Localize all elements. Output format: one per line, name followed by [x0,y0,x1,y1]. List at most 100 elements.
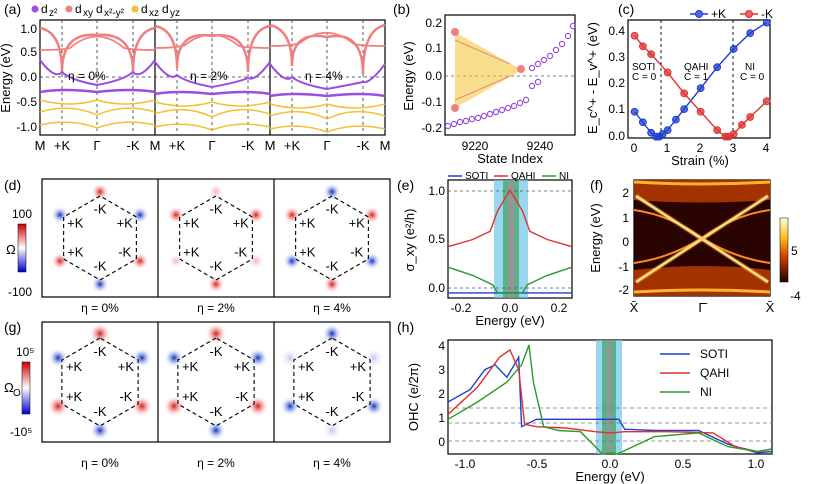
valley-label: +K [298,359,315,374]
valley-label: -K [118,244,131,259]
panel-h-legend: SOTI QAHI NI [660,347,729,399]
panel-g-cblabel: Ω [4,380,14,395]
series-line-NI [447,344,773,455]
panel-e-legend-soti: SOTI [465,171,488,182]
data-point-+K [630,107,639,116]
panel-f-ytick: -2 [618,283,629,297]
data-point--K [630,31,639,40]
valley-spot [130,395,153,418]
valley-spot [247,347,268,368]
panel-b-xtick: 9220 [462,139,489,153]
legend-dyz-sub: yz [170,8,180,19]
valley-label: -K [326,344,339,359]
valley-label: +K [299,244,316,259]
valley-spot [90,420,110,441]
brillouin-zone [293,337,371,427]
panel-g-cbmin: -10⁵ [10,425,32,439]
panel-a-label: (a) [4,1,21,17]
panel-a-k: M [150,138,161,153]
panel-b-ytick: 0.1 [425,41,442,55]
panel-d-cblabel: Ω [6,242,16,257]
panel-d: (d) 100 -100 Ω -K+K+K-K-K+K-K+K+K-K-K+K-… [4,177,391,315]
data-point--K [663,68,672,77]
valley-spot [131,205,150,224]
panel-c-xtick: 4 [763,141,770,155]
data-point--K [713,126,722,135]
panel-h-ytick: 0 [438,435,445,449]
valley-spot [206,420,226,441]
legend-dz2: d [41,2,48,16]
panel-h-xtick: -1.0 [455,457,476,471]
valley-spot [207,275,225,294]
panel-h-ylabel: OHC (e/2π) [406,363,421,431]
brillouin-zone [177,337,255,427]
panel-f-ytick: 0 [622,235,629,249]
valley-label: +K [66,389,83,404]
data-point-+K [663,126,672,135]
panel-e-xlabel: Energy (eV) [475,313,544,328]
data-point--K [696,107,705,116]
legend-dxz-sub: xz [149,8,159,19]
legend-dxy-sub: xy [83,8,93,19]
valley-spot [131,347,152,368]
valley-spot [167,253,184,270]
valley-spot [246,395,269,418]
panel-g-cblabel-sub: O [13,388,21,399]
panel-a-ytick: -1.0 [16,120,37,134]
phase-chern: C = 0 [740,72,765,83]
valley-label: +K [183,216,200,231]
data-point-+K [680,105,689,114]
panel-e-ylabel: σ_xy (e²/h) [402,209,417,272]
panel-h-legend-ni: NI [700,385,712,399]
valley-spot [363,252,382,271]
panel-h-series [447,344,773,455]
valley-spot [131,252,150,271]
valley-label: +K [299,216,316,231]
panel-c-xtick: 2 [697,141,704,155]
panel-a-ylabel: Energy (eV) [0,43,13,112]
panel-b-label: (b) [393,1,410,17]
panel-a-ytick: 0.0 [20,70,37,84]
panel-e-label: (e) [397,177,414,193]
panel-h-legend-soti: SOTI [700,347,728,361]
valley-spot [91,182,109,201]
panel-e-legend: SOTI QAHI NI [448,171,569,182]
panel-b-ytick: 0.0 [425,69,442,83]
valley-label: +K [349,216,366,231]
panel-h-ytick: 4 [438,339,445,353]
panel-b-ytick: -0.2 [421,121,442,135]
valley-label: -K [235,389,248,404]
panel-a-eta-1: η = 2% [190,69,228,83]
data-point-+K [647,128,656,137]
panel-f: (f) 5 -4 2 1 0 -1 -2 Energy (eV) X̄ Γ̄ X… [588,177,801,315]
panel-b: (b) 0.2 0.1 0.0 -0.1 -0.2 [393,1,577,166]
valley-label: +K [182,389,199,404]
panel-e-legend-qahi: QAHI [511,171,535,182]
panel-h-ytick: 1 [438,411,445,425]
valley-label: -K [234,244,247,259]
panel-e-ytick: 0.5 [428,232,445,246]
data-point--K [738,120,746,129]
valley-label: +K [234,359,251,374]
valley-spot [91,275,109,294]
valley-label: +K [233,216,250,231]
legend-dz2-sub: z² [49,8,58,19]
valley-label: +K [350,359,367,374]
panel-f-xtick: Γ̄ [698,300,707,315]
panel-e-ytick: 1.0 [428,184,445,198]
panel-f-xtick: X̄ [766,300,775,315]
panel-f-cbmin: -4 [790,289,801,303]
data-point--K [680,89,689,98]
valley-spot [47,395,70,418]
data-point-+K [696,84,705,93]
valley-spot [323,275,341,294]
panel-f-ytick: -1 [618,260,629,274]
panel-f-xtick: X̄ [630,300,639,315]
brillouin-zone [179,195,253,281]
panel-c-xtick: 3 [730,141,737,155]
panel-a-k: +K [169,138,186,153]
data-point-+K [671,115,680,124]
valley-label: +K [182,359,199,374]
data-point--K [638,42,647,51]
panel-h-xtick: 1.0 [748,457,765,471]
